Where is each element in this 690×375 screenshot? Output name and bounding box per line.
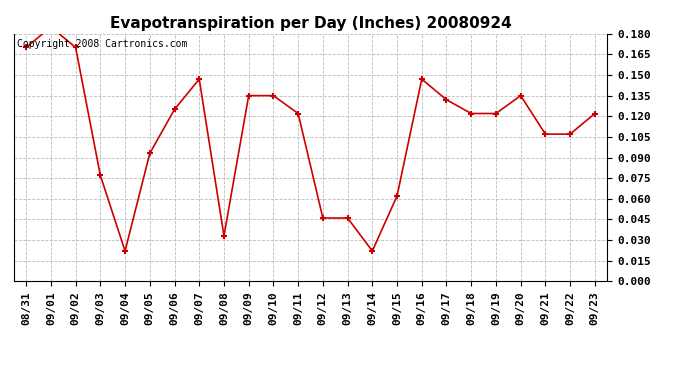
Title: Evapotranspiration per Day (Inches) 20080924: Evapotranspiration per Day (Inches) 2008… xyxy=(110,16,511,31)
Text: Copyright 2008 Cartronics.com: Copyright 2008 Cartronics.com xyxy=(17,39,187,49)
